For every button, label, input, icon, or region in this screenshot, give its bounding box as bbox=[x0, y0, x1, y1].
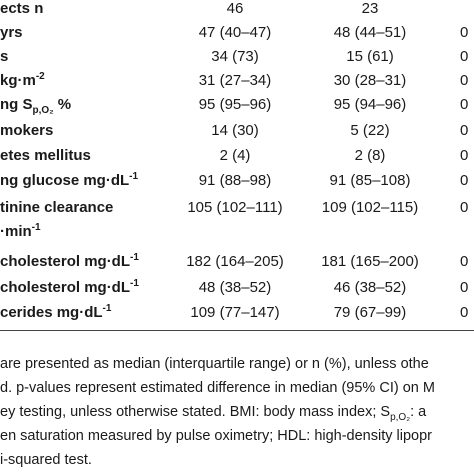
footnote-line: en saturation measured by pulse oximetry… bbox=[0, 428, 432, 444]
footnote-line: i-squared test. bbox=[0, 452, 92, 468]
footnote-line: are presented as median (interquartile r… bbox=[0, 356, 429, 372]
cell-group1: 2 (4) bbox=[219, 147, 251, 164]
cell-group2: 46 (38–52) bbox=[333, 279, 407, 296]
footnote-line: d. p-values represent estimated differen… bbox=[0, 380, 435, 396]
cell-group2: 95 (94–96) bbox=[333, 96, 407, 113]
cell-pvalue: 0 bbox=[460, 304, 469, 321]
cell-pvalue: 0 bbox=[460, 253, 469, 270]
cell-pvalue: 0 bbox=[460, 96, 469, 113]
row-label-text: cholesterol mg·dL bbox=[0, 253, 131, 270]
cell-group1: 105 (102–111) bbox=[187, 199, 283, 216]
cell-group1: 31 (27–34) bbox=[198, 72, 272, 89]
cell-group1: 46 bbox=[226, 0, 244, 17]
row-label: etes mellitus bbox=[0, 147, 91, 164]
row-label: cerides mg·dL-1 bbox=[0, 301, 111, 325]
cell-group2: 15 (61) bbox=[346, 48, 394, 65]
cell-group2: 2 (8) bbox=[354, 147, 386, 164]
cell-group2: 181 (165–200) bbox=[321, 253, 419, 270]
cell-pvalue: 0 bbox=[460, 279, 469, 296]
row-label-after: % bbox=[53, 96, 72, 113]
table-row-diabetes: etes mellitus 2 (4) 2 (8) 0 bbox=[0, 144, 474, 168]
row-label: ng glucose mg·dL-1 bbox=[0, 169, 138, 193]
cell-pvalue: 0 bbox=[460, 24, 469, 41]
row-label-text: cerides mg·dL bbox=[0, 304, 103, 321]
table-row-age: yrs 47 (40–47) 48 (44–51) 0 bbox=[0, 21, 474, 45]
table-row-spo2: ng Sp,O₂ % 95 (95–96) 95 (94–96) 0 bbox=[0, 93, 474, 117]
cell-group2: 79 (67–99) bbox=[333, 304, 407, 321]
table-row-subjects: ects n 46 23 bbox=[0, 0, 474, 21]
cell-group1: 182 (164–205) bbox=[186, 253, 284, 270]
cell-pvalue: 0 bbox=[460, 199, 469, 216]
cell-group2: 30 (28–31) bbox=[333, 72, 407, 89]
table-row-triglycerides: cerides mg·dL-1 109 (77–147) 79 (67–99) … bbox=[0, 301, 474, 325]
row-label: kg·m-2 bbox=[0, 69, 45, 93]
row-label-text: cholesterol mg·dL bbox=[0, 279, 131, 296]
cell-group1: 47 (40–47) bbox=[198, 24, 272, 41]
cell-group1: 14 (30) bbox=[211, 122, 259, 139]
row-label-sup: -1 bbox=[130, 252, 139, 263]
table-row-bmi: kg·m-2 31 (27–34) 30 (28–31) 0 bbox=[0, 69, 474, 93]
row-label: s bbox=[0, 48, 9, 65]
cell-pvalue: 0 bbox=[460, 48, 469, 65]
cell-group1: 48 (38–52) bbox=[198, 279, 272, 296]
footnote-sub: p,O₂ bbox=[390, 411, 411, 423]
row-label: cholesterol mg·dL-1 bbox=[0, 250, 139, 274]
table-bottom-rule bbox=[0, 330, 474, 331]
cell-group1: 34 (73) bbox=[211, 48, 259, 65]
row-label-text: ng S bbox=[0, 96, 33, 113]
table-row-sex: s 34 (73) 15 (61) 0 bbox=[0, 45, 474, 69]
row-label-sup: -1 bbox=[31, 222, 41, 233]
table-row-glucose: ng glucose mg·dL-1 91 (88–98) 91 (85–108… bbox=[0, 169, 474, 193]
row-label: cholesterol mg·dL-1 bbox=[0, 276, 139, 300]
row-label: ng Sp,O₂ % bbox=[0, 93, 71, 117]
cell-group2: 48 (44–51) bbox=[333, 24, 407, 41]
table-row-creatinine-unit: ·min-1 bbox=[0, 220, 474, 244]
footnote-line-text: ey testing, unless otherwise stated. BMI… bbox=[0, 404, 391, 420]
cell-group2: 91 (85–108) bbox=[329, 172, 411, 189]
cell-pvalue: 0 bbox=[460, 172, 469, 189]
cell-group1: 109 (77–147) bbox=[190, 304, 280, 321]
cell-pvalue: 0 bbox=[460, 72, 469, 89]
row-label-text: kg·m bbox=[0, 72, 36, 89]
row-label-sup: -1 bbox=[129, 171, 139, 182]
row-label: ects n bbox=[0, 0, 44, 17]
row-label-sup: -1 bbox=[130, 278, 139, 289]
table-row-creatinine: tinine clearance 105 (102–111) 109 (102–… bbox=[0, 196, 474, 220]
cell-group2: 109 (102–115) bbox=[321, 199, 419, 216]
cell-group1: 95 (95–96) bbox=[198, 96, 272, 113]
row-label-sub: p,O₂ bbox=[32, 105, 54, 116]
table-row-total-cholesterol: cholesterol mg·dL-1 182 (164–205) 181 (1… bbox=[0, 250, 474, 274]
table-row-hdl-cholesterol: cholesterol mg·dL-1 48 (38–52) 46 (38–52… bbox=[0, 276, 474, 300]
row-label-sup: -1 bbox=[102, 303, 112, 314]
cell-pvalue: 0 bbox=[460, 147, 469, 164]
row-label-sup: -2 bbox=[35, 71, 45, 82]
row-label: yrs bbox=[0, 24, 23, 41]
cell-group1: 91 (88–98) bbox=[198, 172, 272, 189]
cell-group2: 23 bbox=[361, 0, 379, 17]
row-label: mokers bbox=[0, 122, 54, 139]
row-label: tinine clearance bbox=[0, 199, 114, 216]
table-row-smokers: mokers 14 (30) 5 (22) 0 bbox=[0, 119, 474, 143]
row-label: ·min-1 bbox=[0, 220, 41, 244]
row-label-text: ng glucose mg·dL bbox=[0, 172, 130, 189]
footnote-line: ey testing, unless otherwise stated. BMI… bbox=[0, 401, 426, 423]
cell-pvalue: 0 bbox=[460, 122, 469, 139]
cell-group2: 5 (22) bbox=[350, 122, 390, 139]
row-label-text: ·min bbox=[0, 223, 32, 240]
footnote-after: : a bbox=[410, 404, 427, 420]
